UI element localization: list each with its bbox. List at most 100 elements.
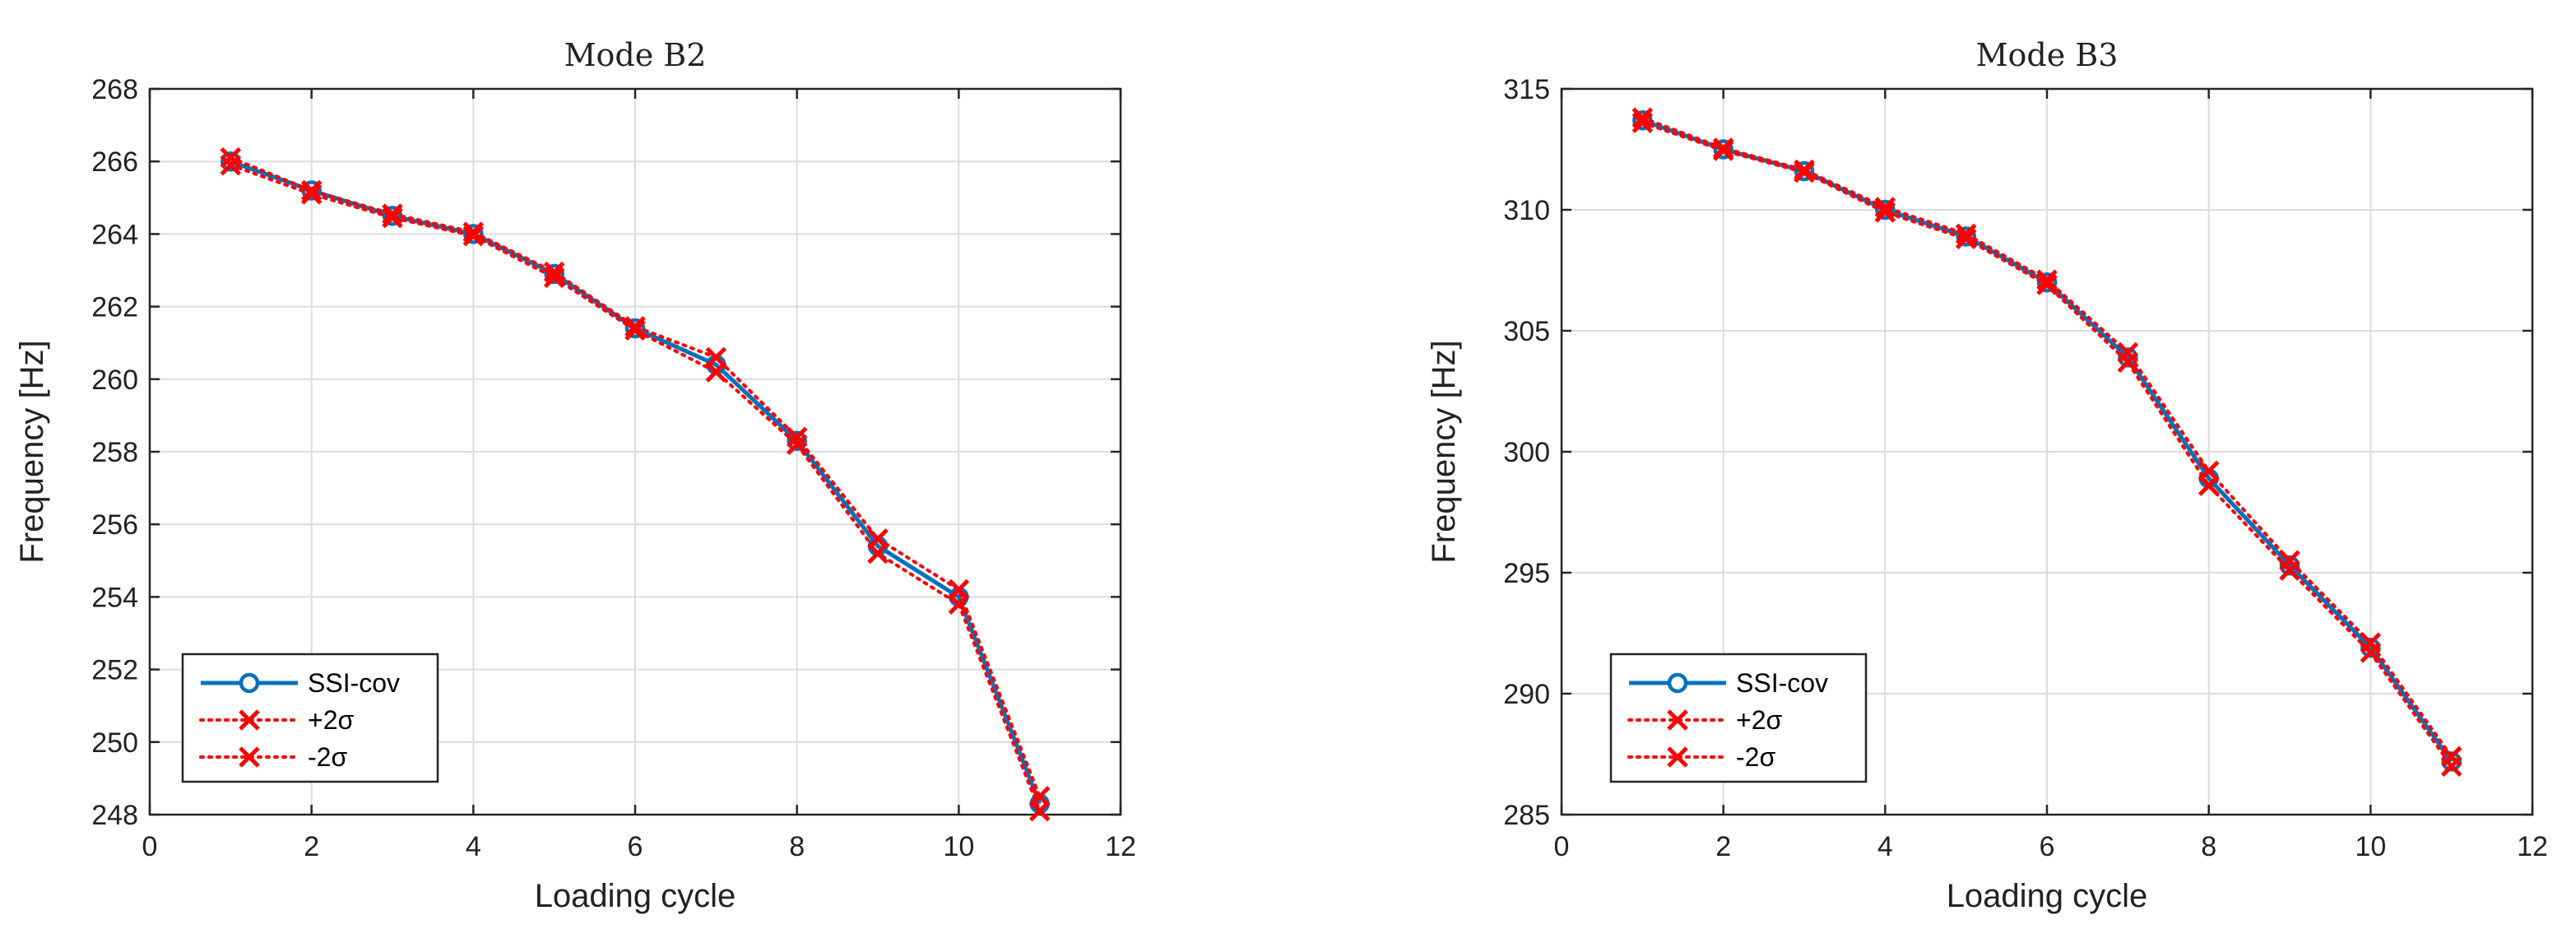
point-ssi-cov — [1713, 139, 1734, 160]
point-minus2sigma — [1874, 202, 1896, 223]
legend-marker-sigma — [1667, 709, 1688, 731]
x-marker-stroke — [867, 542, 889, 564]
x-marker-stroke — [1667, 709, 1688, 731]
x-tick-label: 0 — [1554, 831, 1570, 862]
y-tick-label: 266 — [91, 146, 138, 178]
x-marker-stroke — [220, 154, 242, 176]
point-ssi-cov — [1875, 199, 1896, 221]
x-tick-label: 8 — [2201, 831, 2216, 862]
point-plus2sigma — [786, 426, 808, 448]
legend-item: SSI-cov — [1629, 668, 1828, 698]
x-marker-stroke — [1874, 197, 1896, 218]
point-minus2sigma — [867, 542, 889, 564]
legend: SSI-cov +2σ -2σ — [1609, 653, 1868, 783]
x-marker-stroke — [1667, 746, 1688, 768]
chart-title: Mode B3 — [1976, 37, 2119, 73]
point-ssi-cov — [2118, 347, 2138, 368]
y-axis-label: Frequency [Hz] — [14, 340, 50, 563]
x-marker-stroke — [948, 593, 970, 615]
x-marker-stroke — [1955, 223, 1977, 245]
point-minus2sigma — [1712, 140, 1734, 161]
y-tick-label: 285 — [1503, 800, 1550, 831]
legend-label: -2σ — [1736, 742, 1775, 772]
x-marker-stroke — [462, 225, 485, 247]
x-tick-label: 12 — [1105, 831, 1136, 862]
point-minus2sigma — [1631, 112, 1654, 133]
x-tick-label: 4 — [1877, 831, 1893, 862]
y-tick-label: 258 — [91, 437, 138, 468]
point-minus2sigma — [2360, 642, 2382, 663]
point-minus2sigma — [1794, 161, 1815, 183]
x-marker-stroke — [300, 179, 323, 202]
x-marker-stroke — [543, 261, 565, 283]
y-axis-label: Frequency [Hz] — [1426, 340, 1462, 563]
x-marker-stroke — [1794, 161, 1815, 183]
point-plus2sigma — [1955, 223, 1977, 245]
y-tick-label: 290 — [1503, 679, 1550, 710]
point-ssi-cov — [2441, 751, 2462, 772]
x-marker-stroke — [2036, 274, 2058, 295]
y-tick-label: 264 — [91, 219, 138, 250]
x-marker-stroke — [2440, 755, 2462, 777]
point-minus2sigma — [2198, 475, 2220, 496]
chart-panel-2: 0 2 4 6 8 10 12 285 290 295 300 305 310 315 Mode B3 Loa… — [1426, 37, 2548, 914]
x-marker-stroke — [705, 361, 727, 383]
point-ssi-cov — [463, 224, 484, 244]
x-tick-label: 0 — [142, 831, 158, 862]
legend-label: SSI-cov — [308, 668, 400, 698]
legend-item: +2σ — [1627, 705, 1782, 735]
y-tick-label: 248 — [91, 800, 138, 831]
x-marker-stroke — [300, 183, 323, 205]
x-marker-stroke — [382, 203, 403, 225]
x-marker-stroke — [1955, 228, 1977, 250]
point-plus2sigma — [462, 221, 485, 243]
point-ssi-cov — [2360, 637, 2381, 658]
x-tick-label: 10 — [943, 831, 974, 862]
x-tick-label: 2 — [304, 831, 319, 862]
point-ssi-cov — [2279, 555, 2300, 576]
legend-item: -2σ — [199, 742, 347, 772]
legend-item: +2σ — [199, 705, 354, 735]
x-tick-label: 10 — [2355, 831, 2386, 862]
x-marker-stroke — [1874, 202, 1896, 223]
point-plus2sigma — [382, 203, 403, 225]
y-tick-label: 254 — [91, 582, 138, 613]
point-minus2sigma — [705, 361, 727, 383]
y-tick-label: 262 — [91, 292, 138, 323]
y-tick-label: 268 — [91, 74, 138, 105]
x-marker-stroke — [2198, 475, 2220, 496]
point-minus2sigma — [2440, 755, 2462, 777]
point-ssi-cov — [1794, 160, 1815, 182]
x-marker-stroke — [382, 207, 403, 229]
legend-box — [181, 653, 439, 783]
y-tick-label: 256 — [91, 509, 138, 541]
point-minus2sigma — [300, 183, 323, 205]
legend-label: +2σ — [308, 705, 354, 735]
x-marker-stroke — [624, 316, 646, 337]
x-marker-stroke — [2279, 560, 2300, 581]
x-tick-label: 12 — [2517, 831, 2548, 862]
point-plus2sigma — [2036, 269, 2058, 291]
x-marker-stroke — [239, 746, 260, 768]
legend-label: SSI-cov — [1736, 668, 1828, 698]
x-axis-label: Loading cycle — [1947, 878, 2148, 914]
point-minus2sigma — [786, 434, 808, 455]
y-tick-label: 252 — [91, 655, 138, 686]
x-tick-label: 6 — [2040, 831, 2055, 862]
legend-marker-ssi-cov — [239, 672, 260, 694]
x-marker-stroke — [543, 267, 565, 289]
point-ssi-cov — [544, 263, 564, 285]
point-ssi-cov — [624, 318, 646, 339]
x-tick-label: 8 — [789, 831, 805, 862]
point-minus2sigma — [382, 207, 403, 229]
x-marker-stroke — [2117, 351, 2139, 373]
x-marker-stroke — [239, 709, 260, 731]
x-marker-stroke — [1712, 140, 1734, 161]
legend: SSI-cov +2σ -2σ — [181, 653, 439, 783]
chart-panel-1: 0 2 4 6 8 10 12 248 250 252 254 256 258 260 262 264 266 2… — [14, 37, 1136, 914]
legend-item: SSI-cov — [201, 668, 400, 698]
y-tick-label: 295 — [1503, 558, 1550, 589]
point-plus2sigma — [220, 147, 242, 169]
point-plus2sigma — [543, 261, 565, 283]
